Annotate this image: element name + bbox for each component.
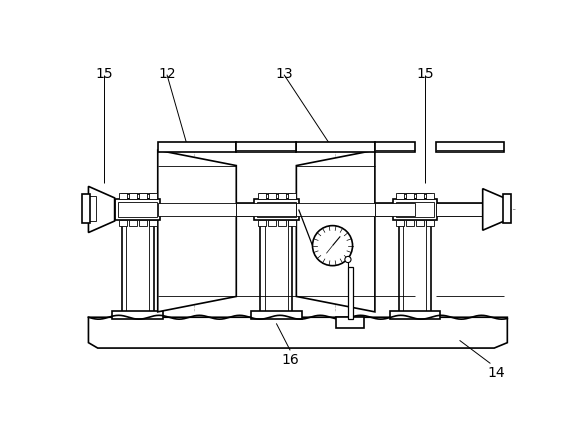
Bar [236,203,297,215]
Bar [122,194,154,317]
Bar [288,220,295,226]
Bar [390,311,441,319]
Bar [129,193,137,199]
Bar [404,198,426,313]
Bar [278,193,285,199]
Text: 12: 12 [158,67,176,81]
Bar [119,220,127,226]
Bar [336,317,364,328]
Circle shape [312,226,353,266]
Bar [399,194,431,317]
Bar [375,203,415,215]
Bar [88,197,96,221]
Polygon shape [158,150,236,312]
Bar [297,142,375,152]
Bar [254,199,299,220]
Bar [407,193,414,199]
Bar [417,193,424,199]
Bar [258,220,266,226]
Bar [115,199,160,220]
Bar [82,194,90,223]
Bar [504,194,511,223]
Bar [129,220,137,226]
Bar [265,198,288,313]
Text: 16: 16 [281,353,299,368]
Bar [126,198,149,313]
Bar [119,202,157,217]
Bar [268,220,276,226]
Bar [436,203,504,215]
Bar [158,203,236,215]
Bar [426,193,434,199]
Bar [257,202,295,217]
Bar [375,142,415,152]
Bar [119,193,127,199]
Bar [158,142,236,152]
Text: 15: 15 [416,67,433,81]
Circle shape [345,256,351,263]
Bar [236,142,297,152]
Bar [397,193,404,199]
Bar [149,193,157,199]
Bar [407,220,414,226]
Text: 13: 13 [275,67,293,81]
Bar [348,267,353,319]
Polygon shape [483,189,504,230]
Bar [139,220,147,226]
Bar [297,203,375,215]
Bar [258,193,266,199]
Bar [139,193,147,199]
Polygon shape [88,317,507,348]
Bar [395,202,434,217]
Bar [288,193,295,199]
Bar [251,311,302,319]
Bar [112,311,163,319]
Bar [426,220,434,226]
Text: 15: 15 [95,67,113,81]
Bar [260,194,292,317]
Bar [88,203,509,215]
Polygon shape [88,186,115,233]
Bar [417,220,424,226]
Polygon shape [297,150,375,312]
Bar [393,199,437,220]
Bar [278,220,285,226]
Bar [149,220,157,226]
Bar [397,220,404,226]
Bar [436,142,504,152]
Text: 14: 14 [488,366,505,380]
Bar [268,193,276,199]
